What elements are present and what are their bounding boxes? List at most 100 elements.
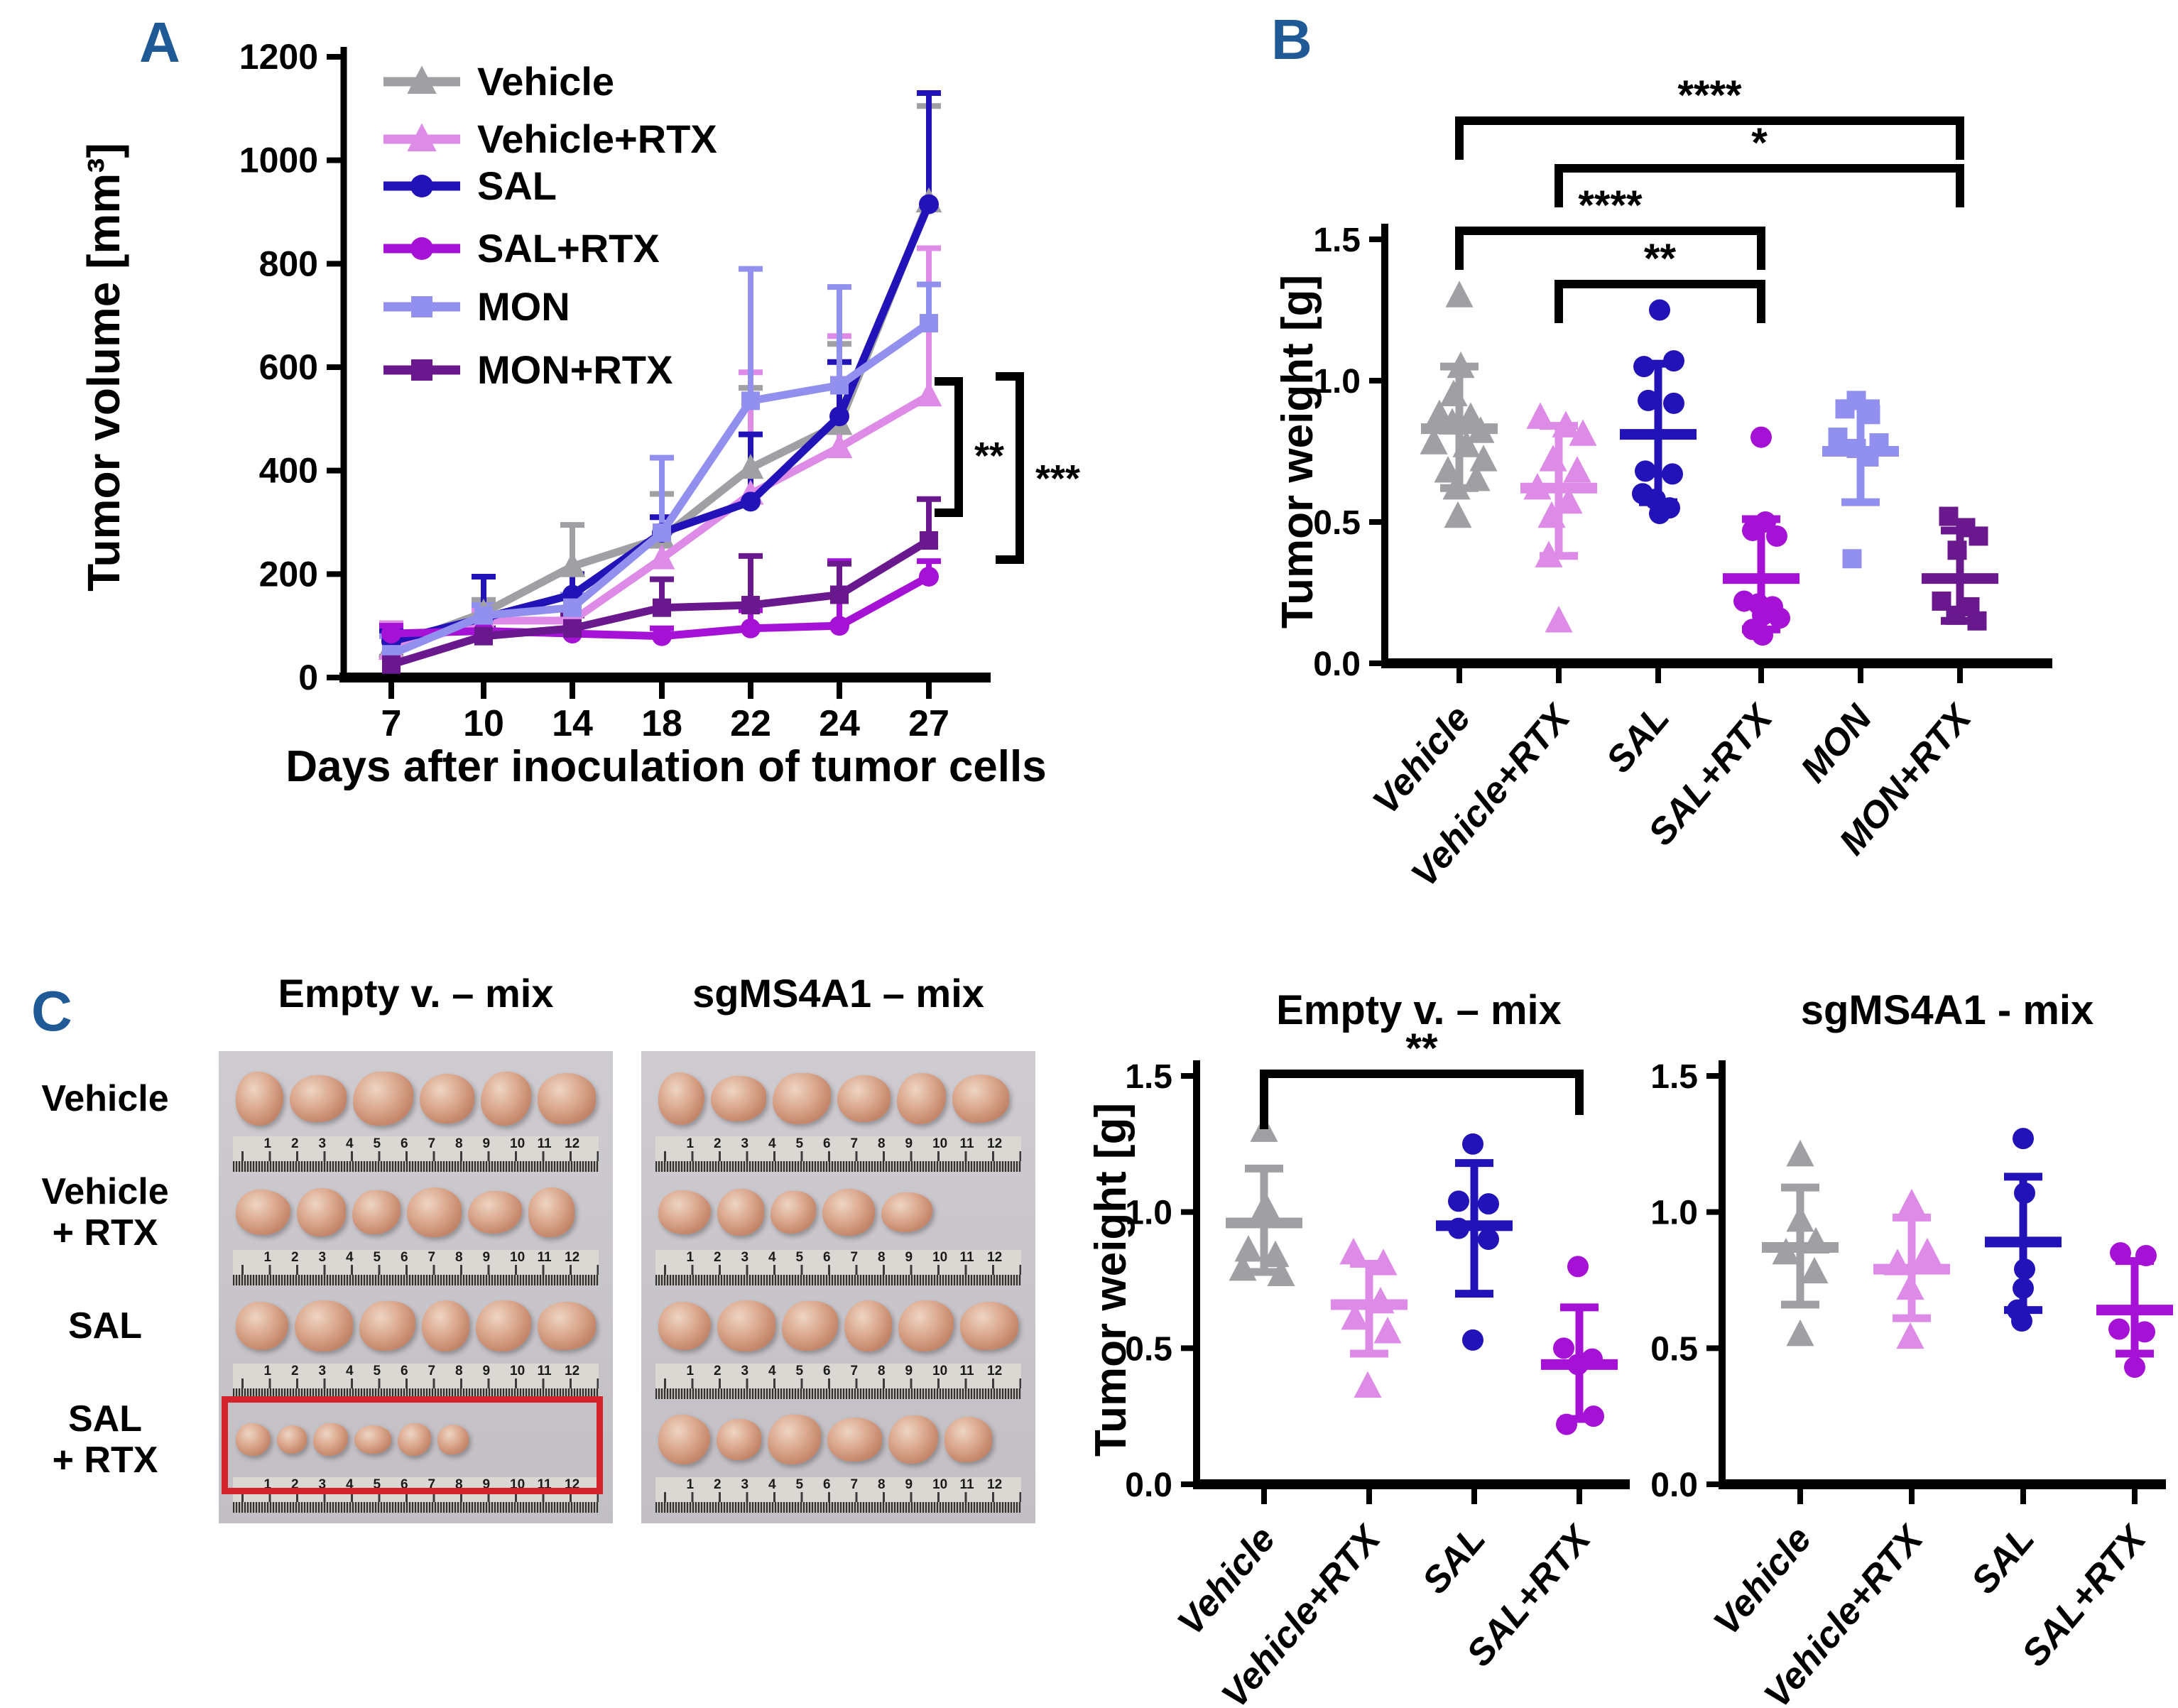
ruler-number: 3 — [741, 1136, 749, 1151]
ruler-mm-band — [655, 1161, 1021, 1172]
significance-bracket — [1554, 164, 1964, 207]
tumor-specimen — [437, 1424, 469, 1455]
tumor-specimen — [898, 1300, 954, 1352]
ruler-number: 7 — [428, 1364, 436, 1378]
significance-label: * — [1751, 120, 1768, 166]
ruler-number: 1 — [686, 1250, 695, 1265]
ruler: 1 2 3 4 5 6 7 8 9 10 11 12 — [233, 1250, 599, 1285]
group-Vehicle — [1226, 1115, 1302, 1286]
ruler-number: 8 — [878, 1136, 886, 1151]
chart-title: Empty v. – mix — [1276, 987, 1562, 1033]
tumor-specimen — [716, 1418, 762, 1461]
svg-text:24: 24 — [819, 703, 860, 744]
tumor-specimen — [768, 1415, 821, 1464]
ruler-number: 4 — [346, 1364, 354, 1378]
ruler-number: 12 — [565, 1250, 580, 1265]
ruler-number: 12 — [987, 1364, 1003, 1378]
photo-row-label-vehicle: Vehicle + RTX — [41, 1171, 169, 1254]
ruler-number: 5 — [373, 1364, 381, 1378]
ruler-number: 9 — [482, 1364, 491, 1378]
photo-row-label-vehicle: Vehicle — [41, 1078, 169, 1119]
legend-label-MON: MON — [477, 284, 570, 329]
svg-text:1.0: 1.0 — [1650, 1195, 1698, 1232]
svg-text:1.0: 1.0 — [1125, 1195, 1172, 1232]
ruler-number: 3 — [318, 1477, 327, 1492]
ruler-number: 11 — [537, 1136, 552, 1151]
svg-text:10: 10 — [463, 703, 504, 744]
tumor-specimen — [717, 1300, 776, 1352]
legend-label-Vehicle+RTX: Vehicle+RTX — [477, 116, 717, 161]
svg-text:27: 27 — [908, 703, 949, 744]
significance-label: **** — [1677, 72, 1742, 119]
tumor-specimen — [773, 1072, 832, 1125]
tumor-specimen — [711, 1076, 767, 1121]
ruler-number: 3 — [318, 1136, 327, 1151]
ruler-number: 11 — [537, 1364, 552, 1378]
group-SAL+RTX — [1723, 426, 1799, 646]
ruler-number: 2 — [291, 1250, 299, 1265]
svg-text:1.5: 1.5 — [1313, 222, 1361, 259]
ruler-number: 6 — [401, 1477, 408, 1492]
ruler-number: 2 — [714, 1477, 722, 1492]
tumor-specimen — [944, 1417, 992, 1462]
ruler-mm-band — [655, 1275, 1021, 1285]
ruler-cm-ticks — [664, 1151, 1021, 1161]
chart-title: sgMS4A1 - mix — [1801, 987, 2094, 1033]
ruler-number: 5 — [373, 1250, 381, 1265]
group-SAL+RTX — [2096, 1242, 2173, 1378]
tumor-specimen — [658, 1072, 705, 1125]
ruler-number: 4 — [768, 1477, 776, 1492]
tumor-specimen — [236, 1423, 271, 1457]
photo-row-label-sal: SAL + RTX — [52, 1398, 158, 1481]
svg-text:1200: 1200 — [239, 37, 318, 77]
tumor-specimen — [419, 1074, 474, 1124]
ruler-number: 10 — [510, 1250, 526, 1265]
ruler-number: 4 — [346, 1477, 354, 1492]
ruler-number: 7 — [850, 1136, 859, 1151]
photo-row-label-sal: SAL — [68, 1305, 142, 1347]
ruler-number: 1 — [263, 1250, 272, 1265]
ruler-mm-band — [233, 1161, 599, 1172]
panel-C1-chart: 0.0 0.5 1.0 1.5 Tumor weight [g] Empty v. – m… — [1087, 987, 1630, 1708]
svg-text:400: 400 — [259, 451, 318, 491]
ruler-number: 4 — [768, 1364, 776, 1378]
ruler-number: 8 — [455, 1250, 463, 1265]
ruler-number: 12 — [565, 1364, 580, 1378]
ruler-number: 12 — [987, 1477, 1003, 1492]
tumor-specimen — [480, 1072, 531, 1126]
tumor-specimen — [398, 1423, 431, 1456]
ruler-number: 3 — [741, 1364, 749, 1378]
svg-text:0.0: 0.0 — [1125, 1467, 1172, 1504]
ruler-number: 8 — [878, 1477, 886, 1492]
group-SAL+RTX — [1541, 1256, 1618, 1435]
group-Vehicle+RTX — [1331, 1237, 1407, 1398]
ruler-number: 4 — [346, 1250, 354, 1265]
tumor-specimen — [422, 1300, 470, 1351]
ruler-number: 7 — [850, 1477, 859, 1492]
ruler-number: 5 — [795, 1136, 804, 1151]
ruler-mm-band — [655, 1388, 1021, 1399]
tumor-specimen — [827, 1418, 883, 1462]
tumor-specimen — [236, 1302, 289, 1350]
tumor-photo-empty-vector: 1 2 3 4 5 6 7 8 9 10 11 12 1 2 3 4 5 6 7 8 9 10 11 12 1 2 3 4 5 6 7 8 9 1… — [219, 1051, 613, 1523]
tumor-specimen — [354, 1425, 392, 1454]
ruler-number: 1 — [686, 1477, 695, 1492]
tumor-specimen — [658, 1302, 712, 1350]
ruler-number: 2 — [291, 1477, 299, 1492]
ruler: 1 2 3 4 5 6 7 8 9 10 11 12 — [655, 1250, 1021, 1285]
ruler-number: 9 — [905, 1364, 913, 1378]
svg-text:0.0: 0.0 — [1650, 1467, 1698, 1504]
tumor-row — [648, 1288, 1028, 1364]
ruler-number: 10 — [510, 1136, 526, 1151]
ruler-number: 7 — [428, 1250, 436, 1265]
ruler-number: 9 — [482, 1477, 491, 1492]
tumor-row — [648, 1175, 1028, 1250]
highlight-red-box — [222, 1396, 603, 1494]
ruler-number: 2 — [714, 1136, 722, 1151]
ruler-cm-ticks — [241, 1378, 599, 1388]
tumor-specimen — [770, 1191, 817, 1234]
ruler-number: 3 — [741, 1477, 749, 1492]
